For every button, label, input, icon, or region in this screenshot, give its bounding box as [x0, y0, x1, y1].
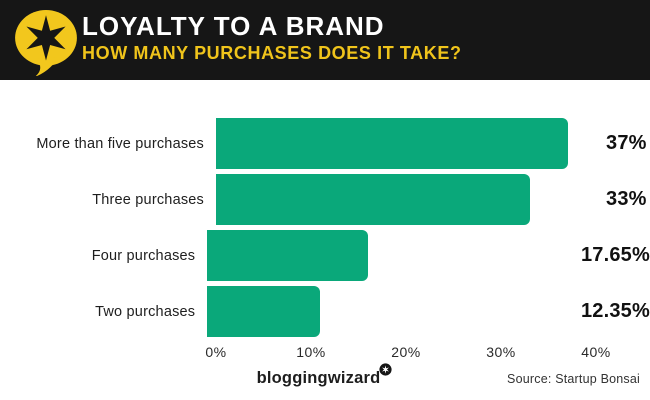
bar-track — [216, 174, 596, 225]
page-subtitle: HOW MANY PURCHASES DOES IT TAKE? — [82, 42, 462, 63]
header-banner: LOYALTY TO A BRAND HOW MANY PURCHASES DO… — [0, 0, 650, 80]
bar-value-label: 12.35% — [580, 300, 650, 322]
x-axis-tick-label: 20% — [391, 344, 421, 360]
x-axis-tick-label: 40% — [581, 344, 611, 360]
bar-value-label: 17.65% — [580, 244, 650, 266]
speech-bubble-star-icon — [15, 10, 77, 76]
bar-fill — [207, 230, 368, 281]
bar-row: Four purchases 17.65% — [0, 230, 650, 281]
bar-category-label: Three purchases — [92, 191, 204, 208]
bar-track — [216, 118, 596, 169]
x-axis-tick-label: 0% — [205, 344, 227, 360]
bar-value-label: 33% — [606, 188, 647, 210]
bar-track — [207, 286, 571, 337]
bar-fill — [207, 286, 320, 337]
bar-category-label: Two purchases — [95, 303, 196, 320]
bar-row: Two purchases 12.35% — [0, 286, 650, 337]
mini-star-badge-icon — [379, 363, 392, 376]
bar-value-label: 37% — [606, 132, 647, 154]
x-axis-tick-label: 10% — [296, 344, 326, 360]
bar-fill — [216, 174, 530, 225]
bar-track — [207, 230, 571, 281]
bar-category-label: Four purchases — [91, 247, 196, 264]
header-text-block: LOYALTY TO A BRAND HOW MANY PURCHASES DO… — [82, 12, 462, 64]
brand-logo: bloggingwizard — [0, 363, 650, 388]
bar-fill — [216, 118, 568, 169]
x-axis-tick-label: 30% — [486, 344, 516, 360]
bar-row: Three purchases 33% — [0, 174, 650, 225]
bar-category-label: More than five purchases — [36, 135, 204, 152]
bar-chart: More than five purchases 37% Three purchas… — [0, 118, 650, 337]
page-title: LOYALTY TO A BRAND — [82, 11, 385, 41]
x-axis: 0% 10% 20% 30% 40% — [205, 344, 610, 362]
brand-name: bloggingwizard — [256, 369, 381, 387]
source-attribution: Source: Startup Bonsai — [507, 372, 640, 386]
bar-row: More than five purchases 37% — [0, 118, 650, 169]
